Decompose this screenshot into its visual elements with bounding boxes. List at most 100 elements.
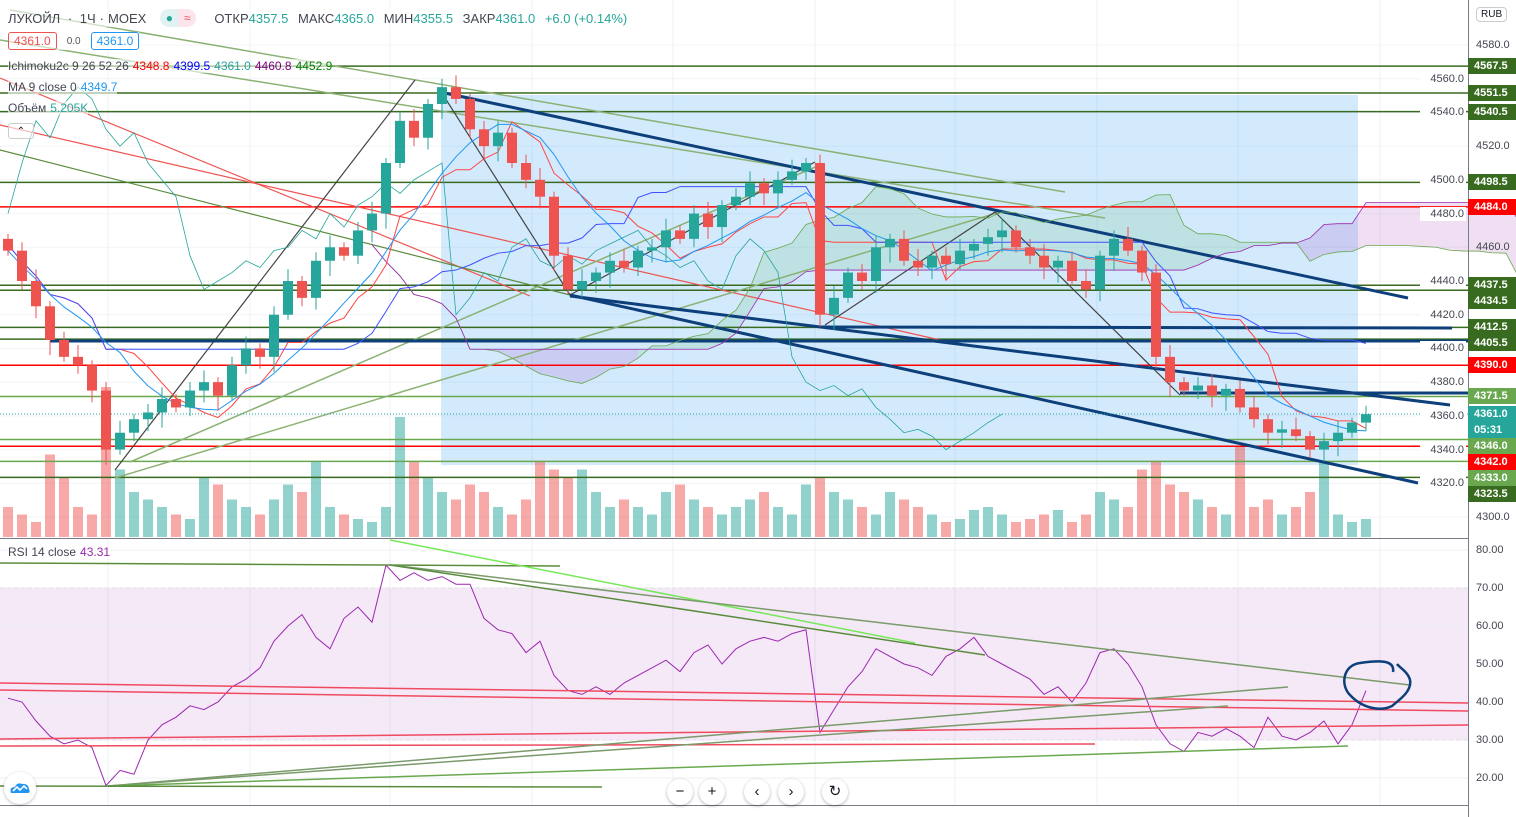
trendline[interactable] [389,564,986,656]
zoom-in-button[interactable]: + [699,779,725,805]
indicator-label[interactable]: RSI 14 close [8,545,77,559]
zoom-out-button[interactable]: − [667,779,693,805]
buy-button[interactable]: 4361.0 [90,32,140,50]
scroll-forward-button[interactable]: › [778,779,804,805]
trendline[interactable] [0,724,1469,740]
support-line[interactable] [819,325,1453,330]
trendline[interactable] [0,149,571,296]
candle [1333,420,1343,457]
price-level-label: 4405.5 [1468,335,1516,352]
price-level-label: 4333.0 [1468,470,1516,487]
cloud-segment [736,288,750,334]
candle [185,382,195,416]
trendline[interactable] [389,564,1411,686]
trendline-drawings[interactable] [0,9,1468,485]
symbol-legend[interactable]: ЛУКОЙЛ · 1Ч · MOEX ● ≈ ОТКР4357.5 МАКС43… [8,9,634,27]
candle [815,154,825,327]
symbol-name[interactable]: ЛУКОЙЛ [8,10,61,26]
volume-bar [703,507,713,537]
channel-middle-line[interactable] [569,294,1451,407]
freehand-circle-drawing[interactable] [1343,660,1412,710]
trendline[interactable] [0,682,1469,704]
trendline[interactable] [114,211,1001,479]
trendline[interactable] [389,539,916,644]
trendline[interactable] [0,77,531,297]
volume-bar [1095,492,1105,537]
price-level-label: 4434.5 [1468,293,1516,310]
trendline[interactable] [0,785,603,788]
indicator-label[interactable]: MA 9 close 0 [8,80,77,94]
compare-icon[interactable]: ≈ [178,9,197,27]
volume-bar [913,507,923,537]
trendline[interactable] [824,211,996,326]
tradingview-logo-icon[interactable] [4,772,36,804]
indicator-label[interactable]: Объём [8,101,47,115]
volume-bar [1193,499,1203,537]
trendline[interactable] [107,745,1349,787]
rectangle-drawing[interactable] [441,95,1358,465]
cloud-segment [1170,194,1184,271]
change-value: +6.0 (+0.14%) [544,10,628,26]
channel-lower-line[interactable] [569,293,1419,485]
cloud-segment [1240,242,1254,252]
volume-legend[interactable]: Объём 5.205K [8,101,89,115]
trendline[interactable] [9,9,1066,193]
candle [885,233,895,263]
candle-body [1109,238,1119,256]
cloud-segment [764,248,778,289]
rsi-drawings[interactable] [0,539,1469,788]
candle-body [381,162,391,214]
cloud-segment [568,349,582,384]
volume-bar [1305,492,1315,537]
cloud-segment [582,349,596,384]
trendline[interactable] [107,686,1289,787]
candle-body [787,171,797,180]
price-level-label: 4551.5 [1468,85,1516,102]
trendline[interactable] [0,743,1096,747]
separator: · [64,10,76,26]
market-status-icon[interactable]: ● [160,9,179,27]
volume-bar [1011,522,1021,537]
volume-bar [605,507,615,537]
scroll-back-button[interactable]: ‹ [744,779,770,805]
rsi-pane[interactable] [0,549,1468,787]
candle [451,75,461,104]
price-tick: 4520.0 [1476,140,1510,153]
cloud-segment [918,208,932,271]
candle [1137,245,1147,281]
indicator-value: 4349.7 [80,80,118,94]
candle [409,109,419,147]
indicator-label[interactable]: Ichimoku2c 9 26 52 26 [8,59,129,73]
candle-body [143,412,153,420]
candle [129,414,139,442]
channel-upper-line[interactable] [439,90,1409,300]
trendline[interactable] [439,89,571,296]
trendline[interactable] [107,705,1229,787]
volume-bar [185,519,195,537]
price-level-label: 4540.5 [1468,103,1516,120]
currency-button[interactable]: RUB [1476,7,1508,22]
cloud-segment [1506,202,1516,273]
candle [549,191,559,271]
trendline[interactable] [0,689,1469,712]
candle-body [1067,260,1077,281]
ichimoku-legend[interactable]: Ichimoku2c 9 26 52 26 4348.8 4399.5 4361… [8,59,333,73]
interval[interactable]: 1Ч [79,10,96,26]
volume-bar [115,469,125,537]
collapse-legend-button[interactable]: ⌃ [8,123,34,139]
reset-chart-button[interactable]: ↻ [822,779,848,805]
rsi-legend[interactable]: RSI 14 close 43.31 [8,545,111,559]
candle [731,188,741,211]
candle-body [1207,385,1217,396]
volume-bar [451,499,461,537]
status-buttons[interactable]: ● ≈ [160,9,197,27]
candle-body [689,213,699,239]
candle-body [297,280,307,298]
trendline[interactable] [0,562,561,567]
cloud-segment [1086,209,1100,271]
sell-button[interactable]: 4361.0 [8,32,57,50]
candle [717,200,727,243]
ma-legend[interactable]: MA 9 close 0 4349.7 [8,80,118,94]
candle [675,225,685,244]
